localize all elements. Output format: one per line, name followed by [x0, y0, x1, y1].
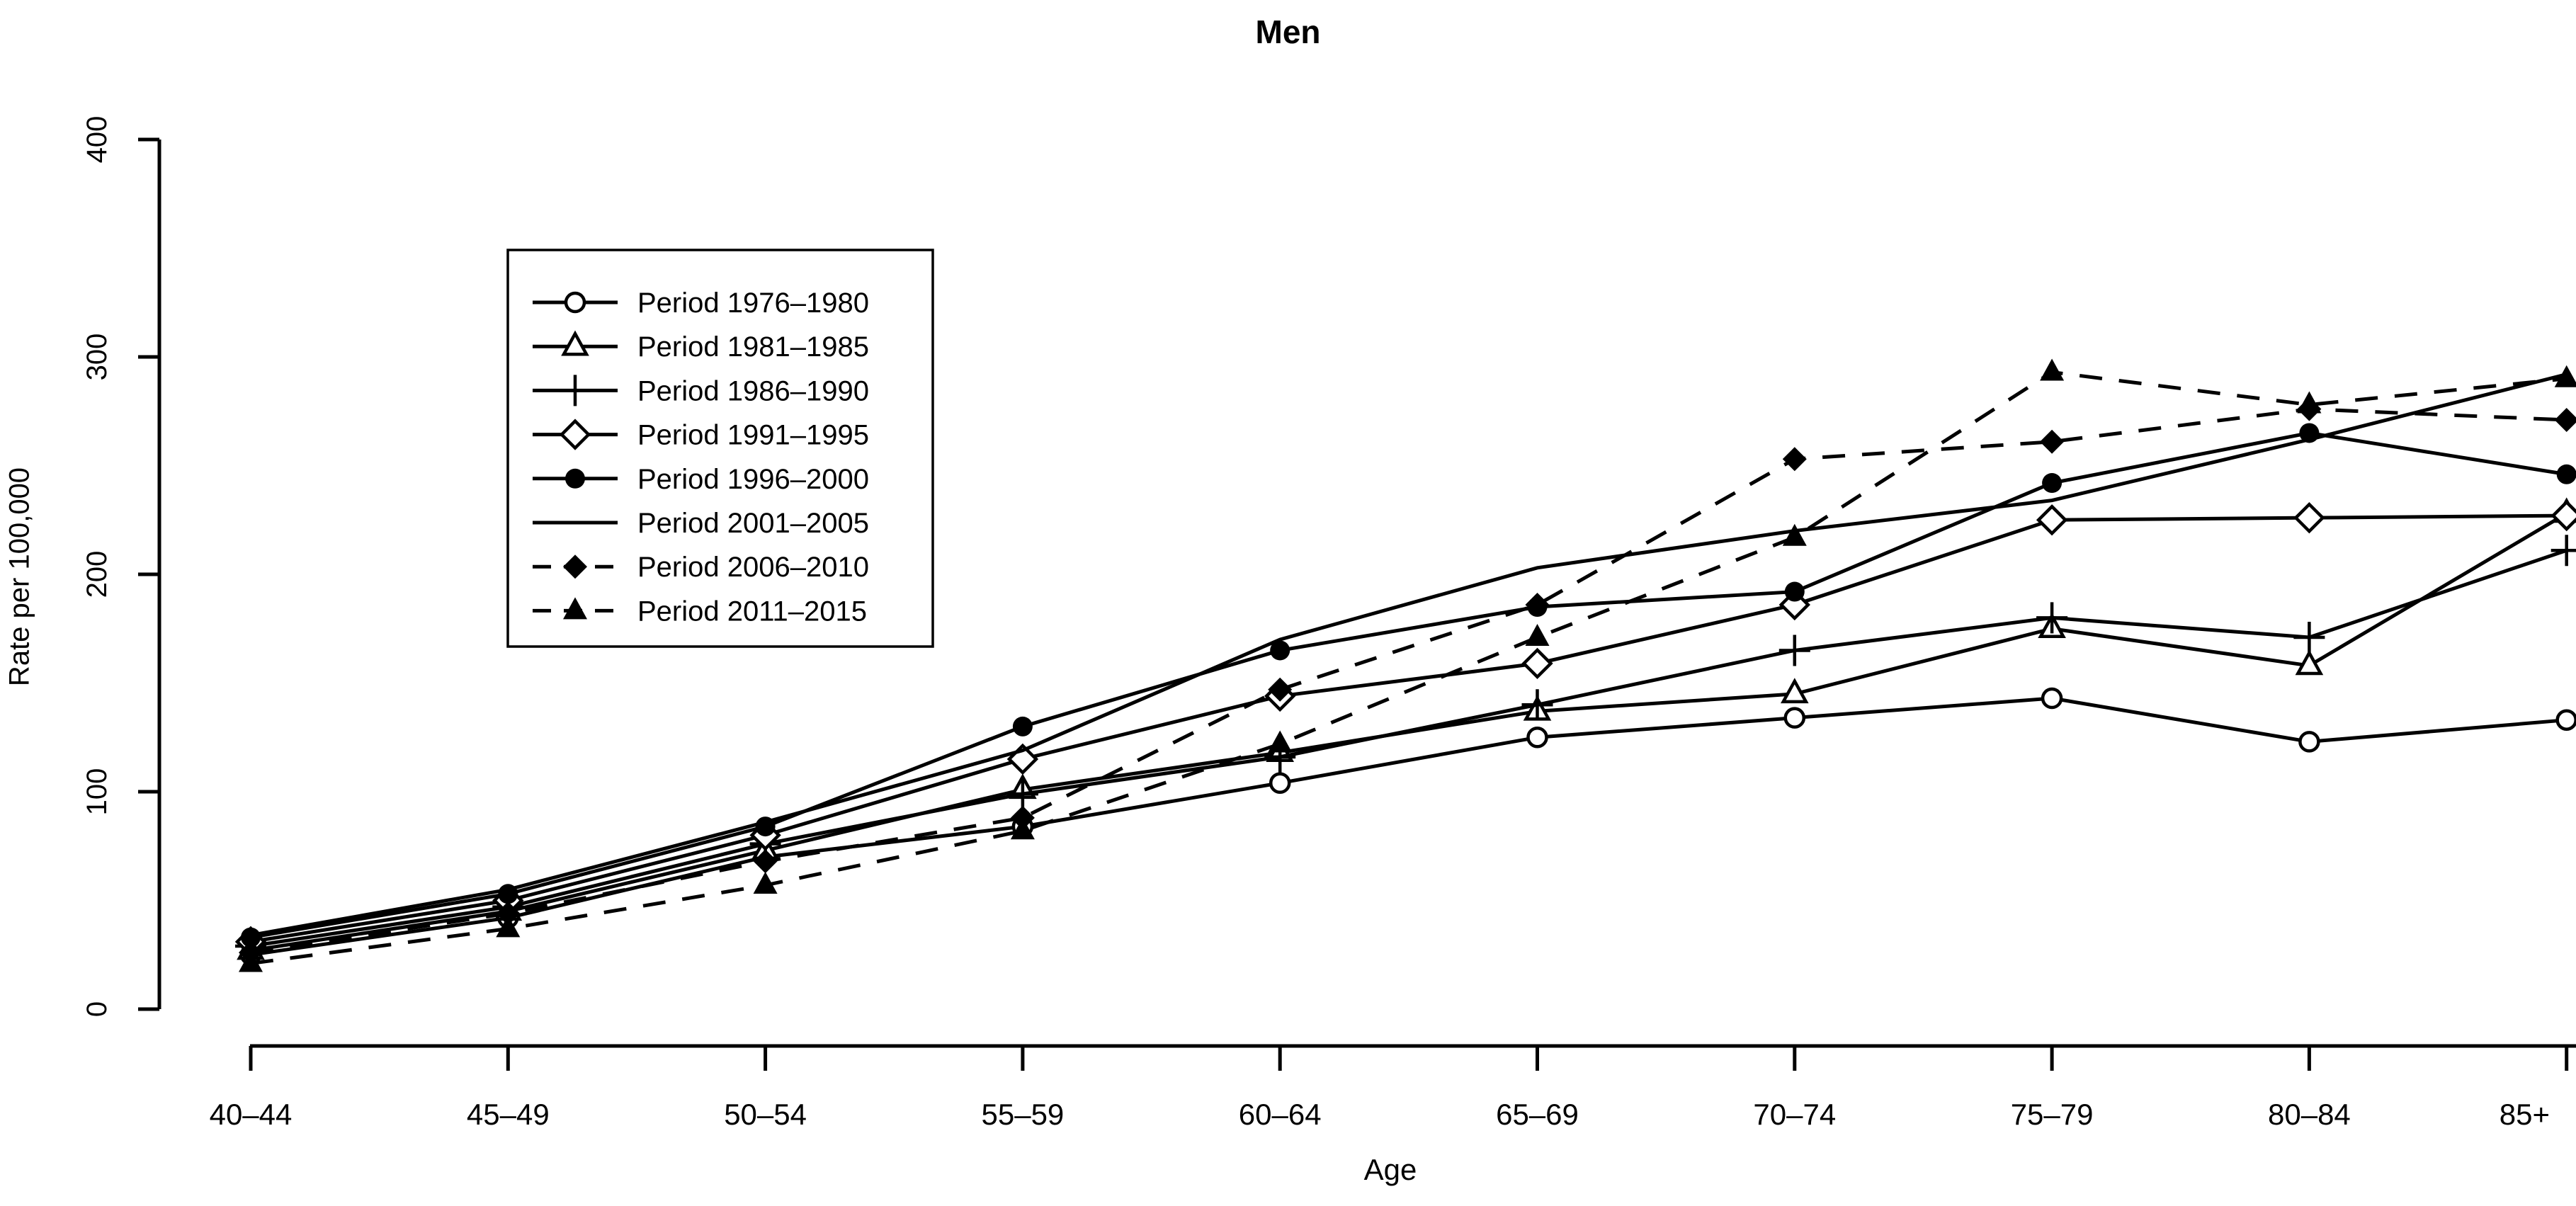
plus-marker	[1778, 635, 1810, 666]
filled-triangle-marker	[239, 950, 263, 972]
plus-marker	[1006, 778, 1038, 810]
legend-label: Period 1991–1995	[637, 420, 869, 451]
series-line	[250, 431, 2568, 940]
plus-marker	[2551, 535, 2576, 567]
series-period-2011–2015	[239, 358, 2576, 972]
filled-circle-marker	[241, 927, 261, 948]
filled-triangle-marker	[2554, 365, 2576, 387]
legend-label: Period 1986–1990	[637, 375, 869, 406]
legend-label: Period 1996–2000	[637, 464, 869, 495]
filled-triangle-marker	[496, 915, 521, 938]
axes	[138, 137, 2576, 1071]
legend-label: Period 2011–2015	[637, 596, 867, 627]
series-line	[250, 513, 2567, 944]
x-tick-label: 60–64	[1239, 1098, 1322, 1131]
legend-label: Period 1976–1980	[637, 288, 869, 319]
open-diamond-marker	[1521, 647, 1553, 680]
filled-circle-marker	[2556, 464, 2576, 484]
open-circle-marker	[1269, 772, 1291, 794]
filled-diamond-marker	[2040, 429, 2065, 454]
filled-diamond-marker	[2554, 408, 2576, 433]
filled-triangle-marker	[753, 872, 778, 894]
filled-circle-marker	[2042, 473, 2062, 494]
filled-triangle-marker	[1525, 624, 1550, 647]
series-line	[250, 407, 2567, 955]
chart-title: Men	[1255, 13, 1321, 50]
filled-triangle-marker	[563, 597, 587, 620]
open-diamond-marker	[559, 419, 591, 450]
open-diamond-marker	[2293, 501, 2325, 534]
x-tick-label: 45–49	[467, 1098, 550, 1131]
open-diamond-marker	[2036, 504, 2068, 536]
y-tick-label: 300	[81, 334, 113, 381]
legend-label: Period 1981–1985	[637, 331, 869, 363]
filled-triangle-marker	[1010, 817, 1035, 840]
legend-item: Period 2006–2010	[533, 552, 869, 583]
filled-diamond-marker	[1525, 592, 1550, 617]
open-circle-marker	[1783, 707, 1806, 729]
legend-box	[506, 249, 934, 648]
open-circle-marker	[2041, 687, 2063, 710]
plus-marker	[1521, 689, 1553, 721]
legend-item: Period 1976–1980	[533, 288, 869, 319]
filled-diamond-marker	[753, 849, 778, 874]
legend: Period 1976–1980 Period 1981–1985 Period 1…	[506, 249, 934, 648]
filled-circle-marker	[1012, 716, 1033, 736]
filled-diamond-marker	[563, 554, 587, 579]
y-tick-label: 0	[81, 1001, 113, 1017]
series-period-2006–2010	[239, 397, 2576, 965]
plus-marker	[2036, 602, 2068, 634]
legend-item: Period 2001–2005	[533, 508, 869, 539]
legend-item: Period 1991–1995	[533, 419, 869, 451]
plus-marker	[560, 375, 591, 406]
x-tick-label: 55–59	[982, 1098, 1065, 1131]
legend-item: Period 2011–2015	[533, 596, 867, 627]
filled-circle-marker	[1784, 581, 1805, 602]
x-tick-label: 75–79	[2011, 1098, 2094, 1131]
filled-triangle-marker	[1268, 730, 1293, 753]
y-axis-label: Rate per 100,000	[4, 467, 35, 687]
series-period-2001–2005	[250, 372, 2568, 938]
series-line	[250, 696, 2567, 957]
legend-label: Period 2001–2005	[637, 508, 869, 539]
open-circle-marker	[564, 291, 586, 314]
open-circle-marker	[1526, 727, 1548, 749]
filled-triangle-marker	[1782, 523, 1807, 546]
x-tick-label: 80–84	[2268, 1098, 2351, 1131]
open-triangle-marker	[2295, 649, 2324, 676]
filled-diamond-marker	[1782, 447, 1807, 472]
open-circle-marker	[2555, 709, 2576, 731]
y-tick-label: 200	[81, 551, 113, 598]
legend-item: Period 1981–1985	[533, 330, 869, 363]
filled-circle-marker	[1270, 640, 1290, 661]
legend-item: Period 1986–1990	[533, 375, 869, 406]
x-tick-label: 40–44	[210, 1098, 293, 1131]
filled-circle-marker	[565, 468, 585, 489]
filled-triangle-marker	[2297, 391, 2322, 414]
x-tick-label: 70–74	[1753, 1098, 1836, 1131]
open-triangle-marker	[561, 330, 589, 356]
x-tick-label: 65–69	[1496, 1098, 1579, 1131]
filled-diamond-marker	[496, 901, 521, 926]
y-tick-label: 400	[81, 116, 113, 164]
legend-item: Period 1996–2000	[533, 464, 869, 495]
series-line	[250, 372, 2568, 938]
series-line	[250, 548, 2568, 948]
filled-triangle-marker	[2040, 358, 2065, 381]
x-axis-label: Age	[1363, 1153, 1417, 1186]
x-tick-label: 50–54	[724, 1098, 807, 1131]
series-line	[250, 370, 2567, 966]
filled-diamond-marker	[1268, 677, 1293, 702]
x-tick-label: 85+	[2500, 1098, 2550, 1131]
open-triangle-marker	[1780, 678, 1809, 704]
y-tick-label: 100	[81, 768, 113, 816]
legend-label: Period 2006–2010	[637, 552, 869, 583]
plus-marker	[2293, 622, 2325, 654]
open-diamond-marker	[2551, 499, 2576, 532]
open-circle-marker	[2298, 731, 2320, 753]
